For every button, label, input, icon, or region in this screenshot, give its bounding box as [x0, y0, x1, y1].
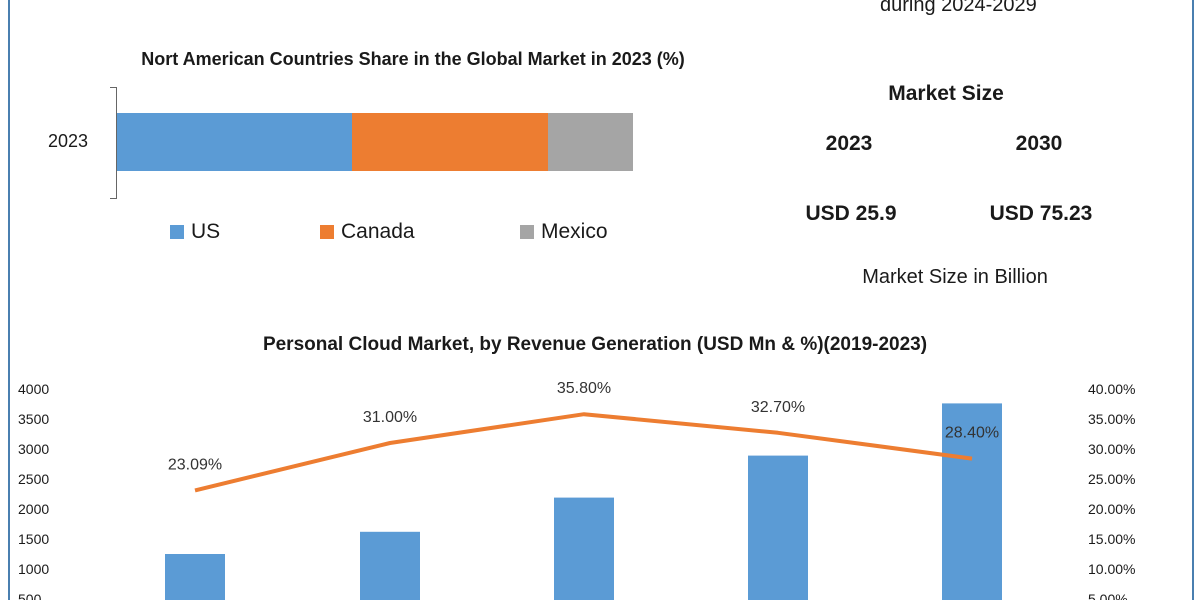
frame-border-left	[8, 0, 10, 600]
y2-axis-tick-3: 25.00%	[1088, 471, 1135, 487]
frame-border-right	[1192, 0, 1194, 600]
market-size-year-2023: 2023	[825, 132, 873, 155]
legend-label-mexico: Mexico	[541, 220, 608, 243]
legend-label-canada: Canada	[341, 220, 415, 243]
growth-label-4: 28.40%	[945, 425, 999, 442]
revenue-bar-3	[748, 455, 808, 600]
legend-item-us: US	[170, 220, 220, 244]
y2-axis-tick-2: 30.00%	[1088, 441, 1135, 457]
legend-label-us: US	[191, 220, 221, 243]
y-axis-tick-1: 3500	[18, 411, 49, 427]
y-axis-tick-5: 1500	[18, 531, 49, 547]
growth-label-3: 32.70%	[751, 399, 805, 416]
y-axis-tick-7: 500	[18, 591, 42, 600]
y2-axis-tick-5: 15.00%	[1088, 531, 1135, 547]
market-size-title: Market Size	[888, 82, 1004, 105]
market-size-year-2030: 2030	[1015, 132, 1063, 155]
share-category-label: 2023	[48, 131, 89, 151]
revenue-bar-4	[942, 403, 1002, 600]
growth-label-1: 31.00%	[363, 409, 417, 426]
market-size-value-2030: USD 75.23	[989, 202, 1093, 225]
growth-line	[194, 412, 973, 493]
revenue-chart-title: Personal Cloud Market, by Revenue Genera…	[262, 334, 928, 355]
forecast-period-text: during 2024-2029	[880, 0, 1037, 16]
growth-label-0: 23.09%	[168, 456, 222, 473]
revenue-bar-2	[554, 497, 614, 600]
y-axis-tick-4: 2000	[18, 501, 49, 517]
y2-axis-tick-0: 40.00%	[1088, 381, 1135, 397]
y2-axis-tick-1: 35.00%	[1088, 411, 1135, 427]
market-size-unit-note: Market Size in Billion	[862, 266, 1048, 288]
y2-axis-tick-6: 10.00%	[1088, 561, 1135, 577]
y2-axis-tick-4: 20.00%	[1088, 501, 1135, 517]
stack-segment-canada	[351, 113, 548, 171]
market-size-value-2023: USD 25.9	[805, 202, 897, 225]
legend-swatch-us	[170, 225, 184, 239]
share-chart-title: Nort American Countries Share in the Glo…	[141, 49, 685, 69]
legend-item-mexico: Mexico	[520, 220, 608, 244]
y-axis-tick-6: 1000	[18, 561, 49, 577]
y-axis-tick-3: 2500	[18, 471, 49, 487]
legend-swatch-mexico	[520, 225, 534, 239]
stack-segment-mexico	[547, 113, 633, 171]
share-legend: US Canada Mexico	[170, 220, 650, 248]
growth-label-2: 35.80%	[557, 380, 611, 397]
revenue-bar-0	[165, 554, 225, 600]
y-axis-tick-2: 3000	[18, 441, 49, 457]
share-axis-tick-top	[110, 87, 117, 88]
y-axis-tick-0: 4000	[18, 381, 49, 397]
share-axis-tick-bottom	[110, 198, 117, 199]
legend-item-canada: Canada	[320, 220, 415, 244]
share-chart-axis	[116, 87, 117, 199]
legend-swatch-canada	[320, 225, 334, 239]
stack-segment-us	[117, 113, 352, 171]
y2-axis-tick-7: 5.00%	[1088, 591, 1128, 600]
revenue-bar-1	[360, 531, 420, 600]
